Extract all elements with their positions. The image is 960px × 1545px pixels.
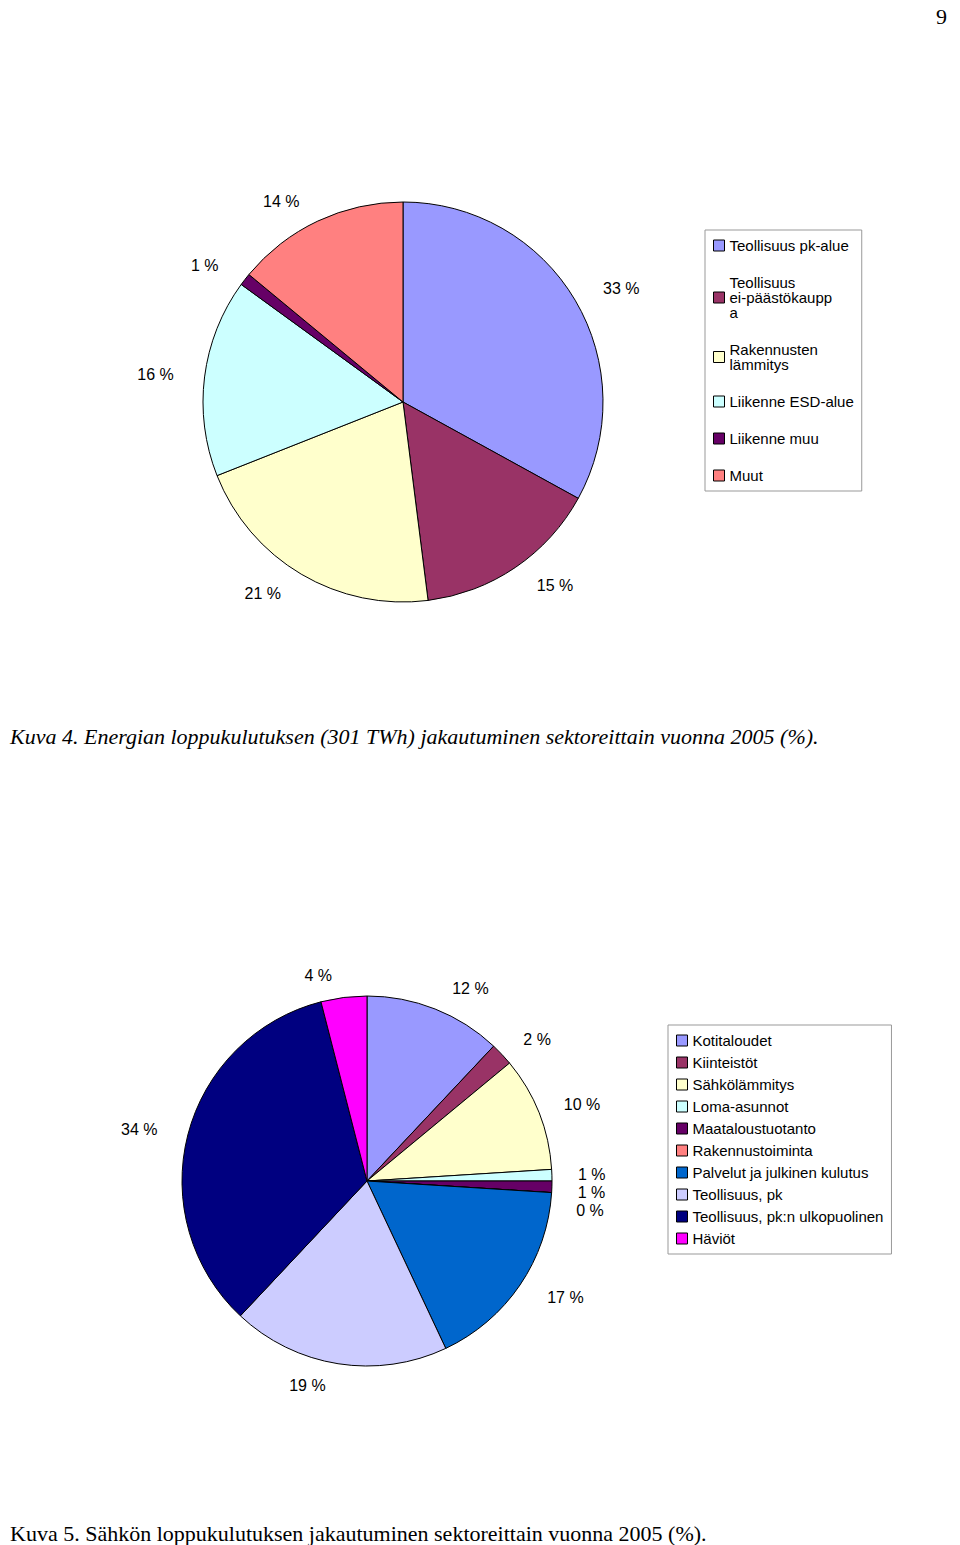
svg-text:19 %: 19 %: [289, 1377, 325, 1394]
svg-text:Sähkölämmitys: Sähkölämmitys: [693, 1076, 795, 1093]
svg-text:Rakennusten: Rakennusten: [729, 341, 823, 358]
svg-text:1 %: 1 %: [578, 1166, 606, 1183]
svg-text:2 %: 2 %: [523, 1031, 551, 1048]
svg-text:Teollisuus, pk: Teollisuus, pk: [693, 1186, 784, 1203]
svg-text:12 %: 12 %: [452, 980, 488, 997]
svg-text:16 %: 16 %: [137, 366, 173, 383]
svg-text:17 %: 17 %: [547, 1289, 583, 1306]
svg-text:0 %: 0 %: [576, 1202, 604, 1219]
svg-text:Teollisuus, pk:n ulkopuolinen: Teollisuus, pk:n ulkopuolinen: [693, 1208, 884, 1225]
svg-text:Kuva 5. Sähkön loppukulutuksen: Kuva 5. Sähkön loppukulutuksen jakautumi…: [10, 1521, 707, 1545]
svg-text:a: a: [730, 304, 739, 321]
svg-text:Kuva 4. Energian loppukulutuks: Kuva 4. Energian loppukulutuksen (301 TW…: [9, 724, 819, 749]
svg-text:Kiinteistöt: Kiinteistöt: [693, 1054, 759, 1071]
svg-text:Maataloustuotanto: Maataloustuotanto: [693, 1120, 816, 1137]
svg-text:Liikenne muu: Liikenne muu: [730, 430, 819, 447]
svg-text:15 %: 15 %: [537, 577, 573, 594]
svg-text:Muut: Muut: [730, 467, 764, 484]
svg-text:Rakennustoiminta: Rakennustoiminta: [693, 1142, 814, 1159]
svg-text:lämmitys: lämmitys: [730, 356, 789, 373]
svg-text:33 %: 33 %: [603, 280, 639, 297]
svg-text:10 %: 10 %: [564, 1096, 600, 1113]
svg-text:ei-päästökaupp: ei-päästökaupp: [730, 289, 833, 306]
svg-text:Häviöt: Häviöt: [693, 1230, 736, 1247]
svg-text:21 %: 21 %: [245, 585, 281, 602]
svg-text:Liikenne ESD-alue: Liikenne ESD-alue: [730, 393, 854, 410]
svg-text:Loma-asunnot: Loma-asunnot: [693, 1098, 790, 1115]
svg-text:9: 9: [936, 4, 947, 29]
svg-text:34 %: 34 %: [121, 1121, 157, 1138]
svg-text:1 %: 1 %: [191, 257, 219, 274]
svg-text:Palvelut ja julkinen kulutus: Palvelut ja julkinen kulutus: [693, 1164, 869, 1181]
svg-text:Kotitaloudet: Kotitaloudet: [693, 1032, 773, 1049]
svg-text:1 %: 1 %: [578, 1184, 606, 1201]
svg-text:14 %: 14 %: [263, 193, 299, 210]
svg-text:Teollisuus: Teollisuus: [729, 274, 800, 291]
svg-text:Teollisuus pk-alue: Teollisuus pk-alue: [730, 237, 849, 254]
svg-text:4 %: 4 %: [304, 967, 332, 984]
